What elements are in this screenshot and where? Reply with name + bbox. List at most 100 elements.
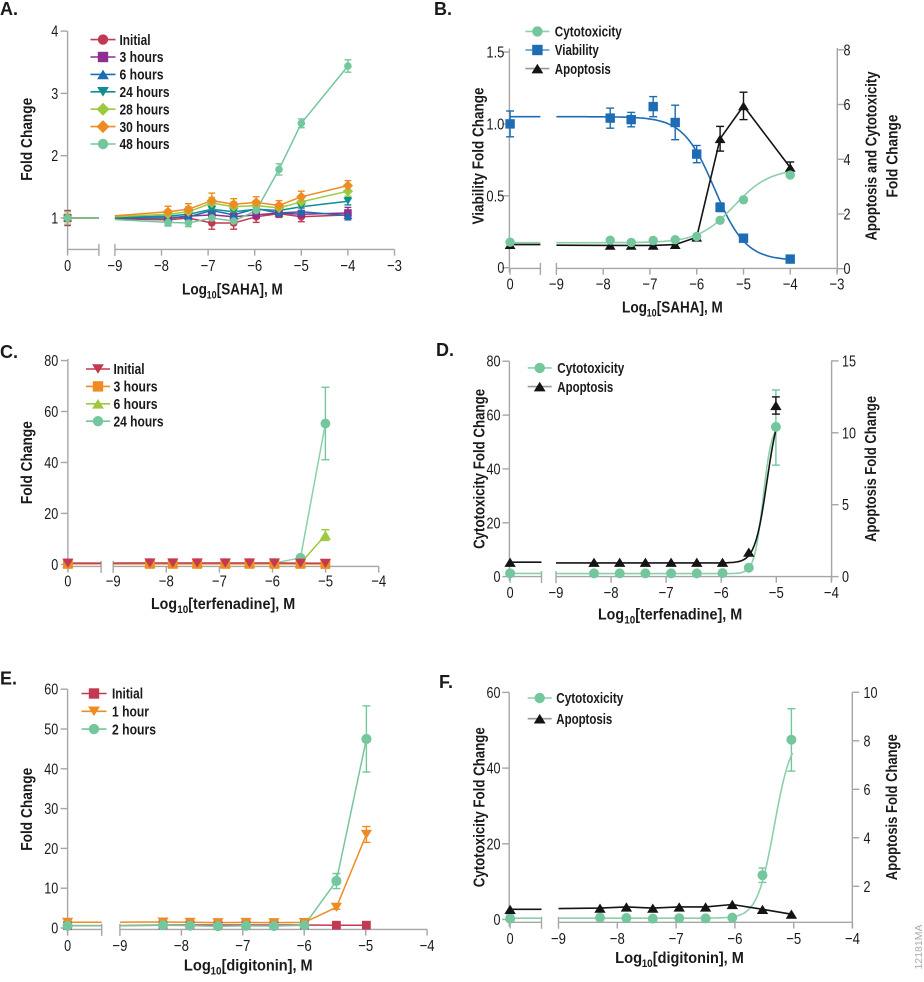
- svg-text:2 hours: 2 hours: [112, 722, 156, 738]
- svg-text:Log: Log: [184, 958, 211, 975]
- svg-text:Initial: Initial: [114, 362, 145, 378]
- svg-text:4: 4: [844, 152, 851, 169]
- svg-text:0: 0: [507, 931, 514, 948]
- svg-text:1.5: 1.5: [486, 45, 504, 62]
- svg-text:20: 20: [487, 515, 501, 532]
- svg-text:[SAHA], M: [SAHA], M: [217, 282, 283, 299]
- svg-text:Fold Change: Fold Change: [19, 768, 36, 851]
- svg-text:0: 0: [64, 258, 71, 275]
- svg-text:40: 40: [44, 455, 58, 472]
- svg-text:Cytotoxicity Fold Change: Cytotoxicity Fold Change: [471, 389, 488, 549]
- svg-text:Apoptosis: Apoptosis: [557, 380, 613, 396]
- svg-text:−5: −5: [736, 277, 751, 294]
- svg-text:−7: −7: [235, 938, 250, 955]
- svg-text:3 hours: 3 hours: [120, 50, 164, 66]
- svg-text:[digitonin], M: [digitonin], M: [653, 950, 744, 967]
- svg-text:0: 0: [507, 585, 514, 602]
- svg-text:20: 20: [44, 506, 58, 523]
- svg-text:F.: F.: [439, 672, 453, 692]
- svg-text:Cytotoxicity: Cytotoxicity: [557, 361, 624, 377]
- svg-text:0: 0: [64, 938, 71, 955]
- svg-text:[SAHA], M: [SAHA], M: [657, 300, 723, 317]
- svg-text:1: 1: [51, 211, 58, 228]
- svg-text:−4: −4: [420, 938, 435, 955]
- svg-text:−8: −8: [610, 931, 625, 948]
- svg-text:−8: −8: [159, 574, 174, 591]
- svg-text:0: 0: [844, 261, 851, 278]
- svg-text:0.5: 0.5: [486, 188, 504, 205]
- svg-text:30: 30: [44, 801, 58, 818]
- svg-text:5: 5: [842, 497, 849, 514]
- svg-text:20: 20: [487, 836, 501, 853]
- svg-text:[terfenadine], M: [terfenadine], M: [188, 596, 295, 613]
- svg-text:−9: −9: [549, 277, 564, 294]
- svg-text:Fold Change: Fold Change: [19, 98, 36, 181]
- svg-text:60: 60: [487, 408, 501, 425]
- svg-text:0: 0: [494, 569, 501, 586]
- svg-text:24 hours: 24 hours: [114, 414, 164, 430]
- svg-text:−6: −6: [727, 931, 742, 948]
- svg-text:Viability Fold Change: Viability Fold Change: [471, 87, 488, 224]
- svg-text:15: 15: [842, 353, 856, 370]
- svg-text:20: 20: [44, 841, 58, 858]
- svg-text:Initial: Initial: [112, 687, 143, 703]
- svg-text:0: 0: [497, 260, 504, 277]
- svg-text:−8: −8: [154, 258, 169, 275]
- svg-text:−9: −9: [106, 574, 121, 591]
- svg-text:30 hours: 30 hours: [120, 120, 170, 136]
- svg-text:60: 60: [487, 685, 501, 702]
- svg-text:−4: −4: [340, 258, 355, 275]
- svg-text:0: 0: [507, 277, 514, 294]
- svg-text:−9: −9: [551, 931, 566, 948]
- svg-text:−8: −8: [604, 585, 619, 602]
- svg-text:40: 40: [487, 461, 501, 478]
- svg-text:60: 60: [44, 682, 58, 699]
- svg-text:Initial: Initial: [120, 33, 151, 49]
- svg-text:Cytotoxicity: Cytotoxicity: [556, 691, 623, 707]
- svg-text:−5: −5: [358, 938, 373, 955]
- svg-text:−4: −4: [783, 277, 798, 294]
- svg-text:40: 40: [487, 761, 501, 778]
- svg-text:−3: −3: [830, 277, 845, 294]
- svg-text:−7: −7: [669, 931, 684, 948]
- svg-text:−7: −7: [642, 277, 657, 294]
- svg-text:−7: −7: [659, 585, 674, 602]
- svg-text:8: 8: [844, 42, 851, 59]
- svg-text:3: 3: [51, 86, 58, 103]
- svg-text:Apoptosis: Apoptosis: [556, 712, 612, 728]
- svg-text:0: 0: [51, 557, 58, 574]
- svg-text:[digitonin], M: [digitonin], M: [222, 958, 313, 975]
- svg-text:−6: −6: [297, 938, 312, 955]
- svg-text:−4: −4: [371, 574, 386, 591]
- svg-text:0: 0: [64, 574, 71, 591]
- svg-text:6: 6: [864, 782, 871, 799]
- svg-text:40: 40: [44, 761, 58, 778]
- svg-text:B.: B.: [434, 0, 452, 19]
- svg-text:3 hours: 3 hours: [114, 380, 158, 396]
- svg-text:10: 10: [647, 308, 657, 320]
- svg-text:Apoptosis: Apoptosis: [555, 62, 611, 78]
- svg-text:4: 4: [864, 830, 871, 847]
- svg-text:Cytotoxicity: Cytotoxicity: [555, 25, 622, 41]
- svg-text:Apoptosis Fold Change: Apoptosis Fold Change: [863, 396, 880, 542]
- svg-text:2: 2: [844, 207, 851, 224]
- svg-text:48 hours: 48 hours: [120, 137, 170, 153]
- svg-text:1.0: 1.0: [486, 116, 504, 133]
- svg-text:−6: −6: [265, 574, 280, 591]
- svg-text:0: 0: [842, 569, 849, 586]
- svg-text:28 hours: 28 hours: [120, 102, 170, 118]
- svg-text:C.: C.: [0, 342, 18, 362]
- svg-text:Cytotoxicity Fold Change: Cytotoxicity Fold Change: [471, 727, 488, 887]
- svg-text:Log: Log: [598, 606, 624, 623]
- svg-text:−5: −5: [294, 258, 309, 275]
- svg-text:6 hours: 6 hours: [120, 68, 164, 84]
- svg-text:80: 80: [487, 354, 501, 371]
- svg-text:−6: −6: [247, 258, 262, 275]
- svg-text:4: 4: [51, 24, 58, 41]
- svg-text:A.: A.: [0, 0, 18, 19]
- svg-text:50: 50: [44, 722, 58, 739]
- svg-text:−7: −7: [212, 574, 227, 591]
- svg-text:−9: −9: [549, 585, 564, 602]
- svg-text:−6: −6: [714, 585, 729, 602]
- svg-text:6: 6: [844, 97, 851, 114]
